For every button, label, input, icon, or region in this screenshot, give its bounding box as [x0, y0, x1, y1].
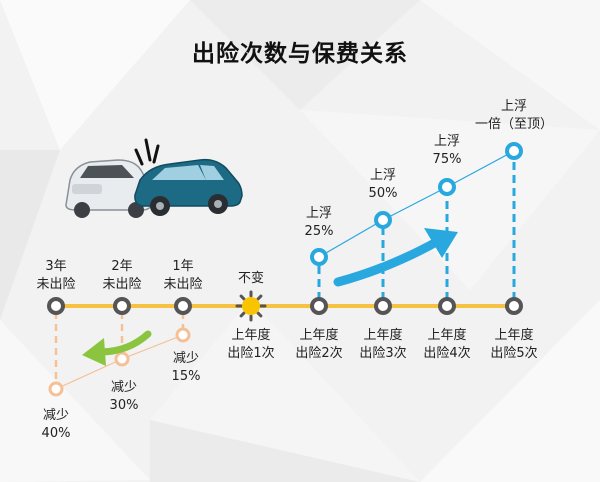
car-crash-icon — [65, 138, 243, 218]
no-claim-label: 1年 未出险 — [163, 259, 203, 292]
discount-point — [114, 351, 130, 367]
timeline-node — [438, 297, 456, 315]
no-claim-label: 2年 未出险 — [102, 259, 142, 292]
rising-arrow-head — [424, 228, 458, 258]
falling-arrow-head — [82, 338, 106, 366]
surcharge-trend-line — [318, 150, 515, 258]
surcharge-point — [505, 142, 523, 160]
discount-point — [48, 381, 64, 397]
discount-label: 减少 15% — [171, 351, 201, 384]
timeline-node — [505, 297, 523, 315]
surcharge-label: 上浮 50% — [368, 168, 398, 201]
surcharge-point — [438, 178, 456, 196]
unchanged-label: 不变 — [237, 271, 264, 286]
claim-count-label: 上年度 出险2次 — [295, 328, 343, 361]
discount-label: 减少 40% — [41, 408, 71, 441]
claim-count-label: 上年度 出险3次 — [359, 328, 407, 361]
claim-count-label: 上年度 出险4次 — [423, 328, 471, 361]
timeline-node — [310, 297, 328, 315]
surcharge-point — [310, 248, 328, 266]
timeline-node — [113, 297, 131, 315]
claim-count-label: 上年度 出险5次 — [490, 328, 538, 361]
surcharge-label: 上浮 75% — [432, 134, 462, 167]
surcharge-point — [374, 211, 392, 229]
rising-arrow — [333, 235, 445, 287]
surcharge-label: 上浮 25% — [304, 206, 334, 239]
no-claim-label: 3年 未出险 — [36, 259, 76, 292]
timeline-node — [47, 297, 65, 315]
sun-icon — [235, 290, 267, 322]
timeline-node — [374, 297, 392, 315]
discount-label: 减少 30% — [109, 380, 139, 413]
claim-count-label: 上年度 出险1次 — [227, 328, 275, 361]
page-title: 出险次数与保费关系 — [192, 41, 408, 67]
discount-point — [175, 327, 191, 343]
timeline-node — [174, 297, 192, 315]
surcharge-label: 上浮 一倍（至顶） — [474, 99, 553, 132]
